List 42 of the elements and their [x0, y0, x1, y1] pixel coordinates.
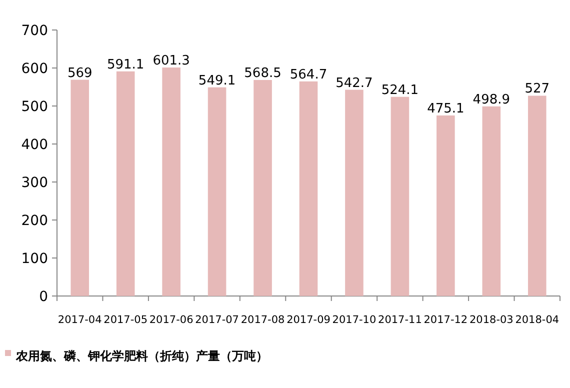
bar — [528, 96, 546, 296]
data-label: 498.9 — [472, 92, 510, 108]
y-tick-label: 300 — [21, 175, 48, 191]
x-tick-label: 2018-03 — [469, 314, 514, 326]
bar — [299, 81, 318, 296]
data-label: 475.1 — [427, 101, 464, 116]
bar — [208, 87, 226, 296]
x-tick-label: 2017-08 — [240, 314, 285, 326]
data-label: 549.1 — [198, 73, 236, 88]
x-tick-label: 2017-09 — [286, 314, 330, 326]
x-tick-label: 2017-06 — [149, 314, 194, 326]
data-label: 527 — [524, 82, 550, 97]
bar — [436, 115, 455, 296]
x-tick-label: 2017-10 — [332, 314, 376, 326]
x-tick-label: 2017-04 — [58, 314, 102, 326]
data-label: 524.1 — [381, 82, 419, 98]
bar — [162, 68, 180, 296]
bar — [70, 80, 90, 296]
x-tick-label: 2018-04 — [515, 314, 560, 326]
y-tick-label: 400 — [21, 137, 48, 153]
legend-label: 农用氮、磷、钾化学肥料（折纯）产量（万吨） — [15, 349, 268, 363]
bar — [345, 90, 364, 296]
y-tick-label: 700 — [21, 23, 48, 39]
x-tick-label: 2017-12 — [424, 314, 468, 326]
bar — [116, 71, 135, 296]
data-label: 601.3 — [152, 54, 190, 69]
bar — [390, 96, 410, 296]
bar — [254, 80, 272, 296]
x-tick-label: 2017-11 — [378, 314, 422, 326]
data-label: 542.7 — [336, 76, 373, 91]
y-tick-label: 0 — [39, 289, 48, 305]
y-tick-label: 200 — [21, 213, 48, 229]
data-label: 564.7 — [290, 67, 328, 82]
y-tick-label: 600 — [21, 61, 48, 77]
y-tick-label: 100 — [21, 251, 48, 267]
y-tick-label: 500 — [21, 99, 48, 115]
bar — [482, 106, 501, 296]
x-tick-label: 2017-05 — [104, 314, 148, 326]
data-label: 569 — [67, 66, 92, 81]
data-label: 591.1 — [106, 57, 144, 72]
x-tick-label: 2017-07 — [195, 314, 239, 326]
data-label: 568.5 — [244, 66, 282, 81]
